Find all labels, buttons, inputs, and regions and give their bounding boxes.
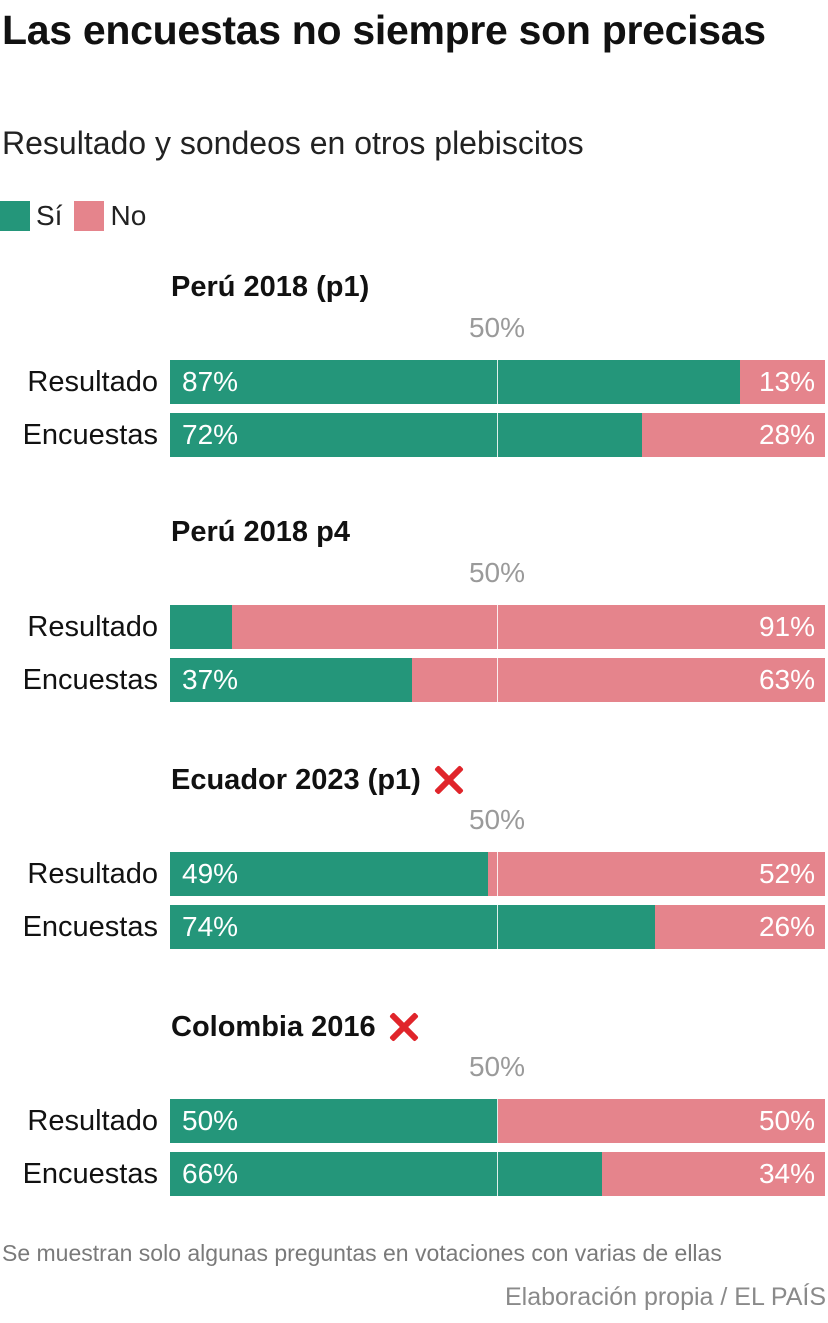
chart-panel: Perú 2018 p4 50% Resultado 91% Encuestas 37% 6…: [0, 515, 828, 715]
stacked-bar: 87% 13%: [170, 360, 825, 404]
chart-panel: Ecuador 2023 (p1) 50% Resultado 49% 52% Encue…: [0, 762, 828, 962]
stacked-bar: 49% 52%: [170, 852, 825, 896]
bar-segment-si: 49%: [170, 852, 488, 896]
row-label: Encuestas: [22, 419, 158, 451]
data-label-si: 74%: [182, 911, 239, 942]
data-label-si: 50%: [182, 1105, 239, 1136]
data-label-si: 66%: [182, 1158, 239, 1189]
bar-segment-si: 37%: [170, 658, 412, 702]
data-label-si: 49%: [182, 858, 239, 889]
bar-segment-si: 72%: [170, 413, 642, 457]
reference-line: [496, 360, 498, 457]
data-label-no: 13%: [758, 366, 815, 397]
legend-label-no: No: [110, 200, 147, 231]
row-label: Encuestas: [22, 664, 158, 696]
row-label: Encuestas: [22, 911, 158, 943]
cross-mark-icon: [431, 762, 467, 798]
bar-segment-no: 34%: [602, 1152, 825, 1196]
reference-line-label: 50%: [468, 804, 526, 835]
panel-title: Ecuador 2023 (p1): [171, 762, 467, 798]
source-credit: Elaboración propia / EL PAÍS: [504, 1283, 826, 1311]
row-label: Encuestas: [22, 1158, 158, 1190]
bar-segment-no: 26%: [655, 905, 825, 949]
legend-item-si: Sí: [0, 200, 62, 232]
legend-item-no: No: [74, 200, 146, 232]
chart-panel: Colombia 2016 50% Resultado 50% 50% Encuestas…: [0, 1009, 828, 1209]
reference-line: [496, 1099, 498, 1196]
data-label-no: 91%: [758, 611, 815, 642]
bar-segment-no: 28%: [642, 413, 825, 457]
data-label-si: 87%: [182, 366, 239, 397]
panel-title-text: Colombia 2016: [171, 1011, 376, 1043]
data-label-no: 52%: [758, 858, 815, 889]
bar-segment-no: 52%: [488, 852, 825, 896]
bar-segment-no: 91%: [232, 605, 825, 649]
stacked-bar: 74% 26%: [170, 905, 825, 949]
stacked-bar: 91%: [170, 605, 825, 649]
legend-swatch-no: [74, 201, 105, 231]
chart-subtitle: Resultado y sondeos en otros plebiscitos: [2, 125, 584, 161]
chart-panel: Perú 2018 (p1) 50% Resultado 87% 13% Encuesta…: [0, 270, 828, 470]
reference-line: [496, 852, 498, 949]
row-label: Resultado: [27, 858, 158, 890]
reference-line-label: 50%: [468, 312, 526, 343]
legend: Sí No: [0, 198, 158, 234]
bar-segment-si: 66%: [170, 1152, 602, 1196]
data-label-si: 72%: [182, 419, 239, 450]
panel-title-text: Ecuador 2023 (p1): [171, 764, 421, 796]
panel-title-text: Perú 2018 p4: [171, 516, 350, 548]
stacked-bar: 66% 34%: [170, 1152, 825, 1196]
bar-segment-no: 63%: [412, 658, 825, 702]
bar-segment-si: 50%: [170, 1099, 498, 1143]
legend-label-si: Sí: [36, 200, 63, 231]
stacked-bar: 72% 28%: [170, 413, 825, 457]
footnote: Se muestran solo algunas preguntas en vo…: [2, 1240, 722, 1266]
data-label-no: 50%: [758, 1105, 815, 1136]
cross-mark-icon: [386, 1009, 422, 1045]
reference-line: [496, 605, 498, 702]
chart-title: Las encuestas no siempre son precisas: [2, 7, 766, 53]
stacked-bar: 50% 50%: [170, 1099, 825, 1143]
data-label-no: 26%: [758, 911, 815, 942]
row-label: Resultado: [27, 611, 158, 643]
legend-swatch-si: [0, 201, 30, 231]
panel-title: Perú 2018 p4: [171, 515, 350, 549]
reference-line-label: 50%: [468, 1051, 526, 1082]
bar-segment-no: 50%: [498, 1099, 825, 1143]
bar-segment-si: 74%: [170, 905, 655, 949]
reference-line-label: 50%: [468, 557, 526, 588]
stacked-bar: 37% 63%: [170, 658, 825, 702]
bar-segment-si: 87%: [170, 360, 740, 404]
data-label-no: 34%: [758, 1158, 815, 1189]
bar-segment-no: 13%: [740, 360, 825, 404]
data-label-no: 28%: [758, 419, 815, 450]
bar-segment-si: [170, 605, 232, 649]
data-label-si: 37%: [182, 664, 239, 695]
panel-title-text: Perú 2018 (p1): [171, 271, 370, 303]
panel-title: Colombia 2016: [171, 1009, 422, 1045]
panel-title: Perú 2018 (p1): [171, 270, 369, 304]
row-label: Resultado: [27, 366, 158, 398]
data-label-no: 63%: [758, 664, 815, 695]
row-label: Resultado: [27, 1105, 158, 1137]
